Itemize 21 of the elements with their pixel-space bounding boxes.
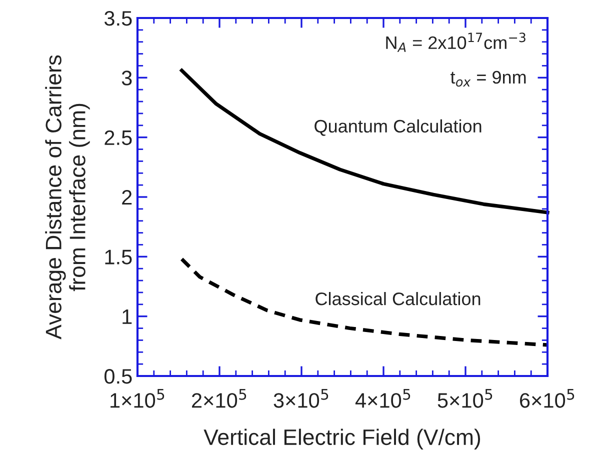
x-tick-label: 3×10$^{5}$ <box>274 389 328 408</box>
annotation: N$_{A}$ = 2x10$^{17}$cm$^{−3}$ <box>386 32 526 52</box>
x-tick-label: 4×10$^{5}$ <box>355 389 410 408</box>
y-axis-title: Average Distance of Carriers from Interface (nm) <box>45 55 90 340</box>
line-series <box>180 257 550 347</box>
y-tick-label: 1.5 <box>105 250 132 264</box>
y-tick-label: 3 <box>122 70 132 86</box>
annotation: t$_{ox}$ = 9nm <box>450 70 526 87</box>
x-tick-label: 6×10$^{5}$ <box>520 389 574 408</box>
x-tick-label: 2×10$^{5}$ <box>192 389 246 408</box>
y-tick-label: 0.5 <box>104 369 132 384</box>
y-tick-label: 2.5 <box>104 130 132 146</box>
line-series <box>180 68 550 214</box>
x-tick-label: 1×10$^{5}$ <box>110 389 164 408</box>
annotation: Classical Calculation <box>316 292 480 306</box>
y-tick-label: 2 <box>122 190 132 205</box>
y-tick-label: 3.5 <box>104 11 132 26</box>
x-tick-label: 5×10$^{5}$ <box>438 389 492 408</box>
x-axis-title: Vertical Electric Field (V/cm) <box>204 428 480 450</box>
y-tick-label: 1 <box>122 310 132 324</box>
annotation: Quantum Calculation <box>314 119 482 136</box>
